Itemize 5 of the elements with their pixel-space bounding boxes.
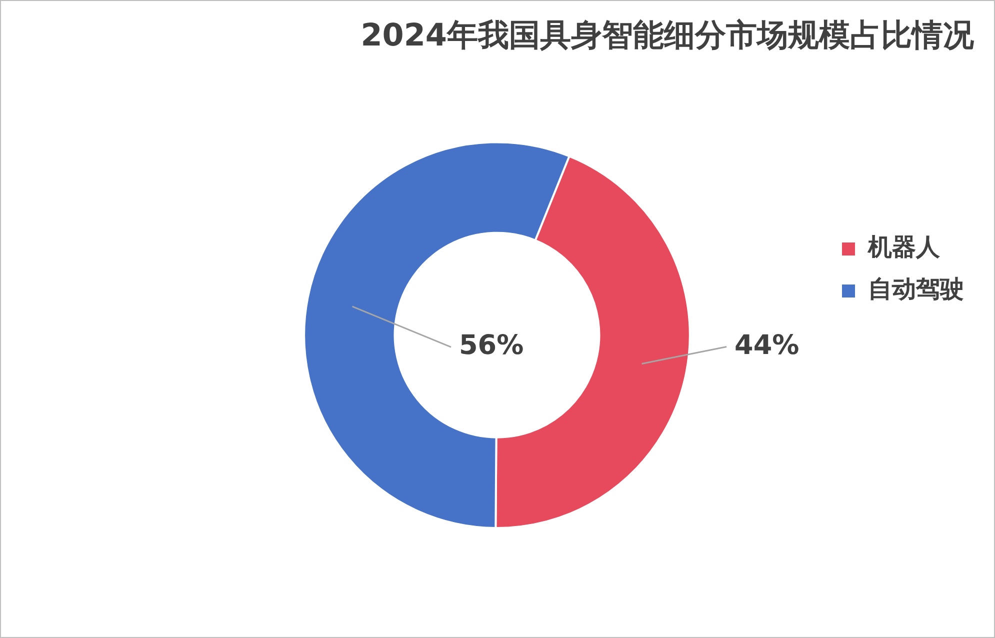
- data-label: 44%: [734, 330, 800, 361]
- chart-title: 2024年我国具身智能细分市场规模占比情况: [360, 18, 975, 54]
- data-label: 56%: [458, 330, 524, 362]
- legend-label: 机器人: [867, 233, 941, 262]
- legend-label: 自动驾驶: [868, 275, 964, 304]
